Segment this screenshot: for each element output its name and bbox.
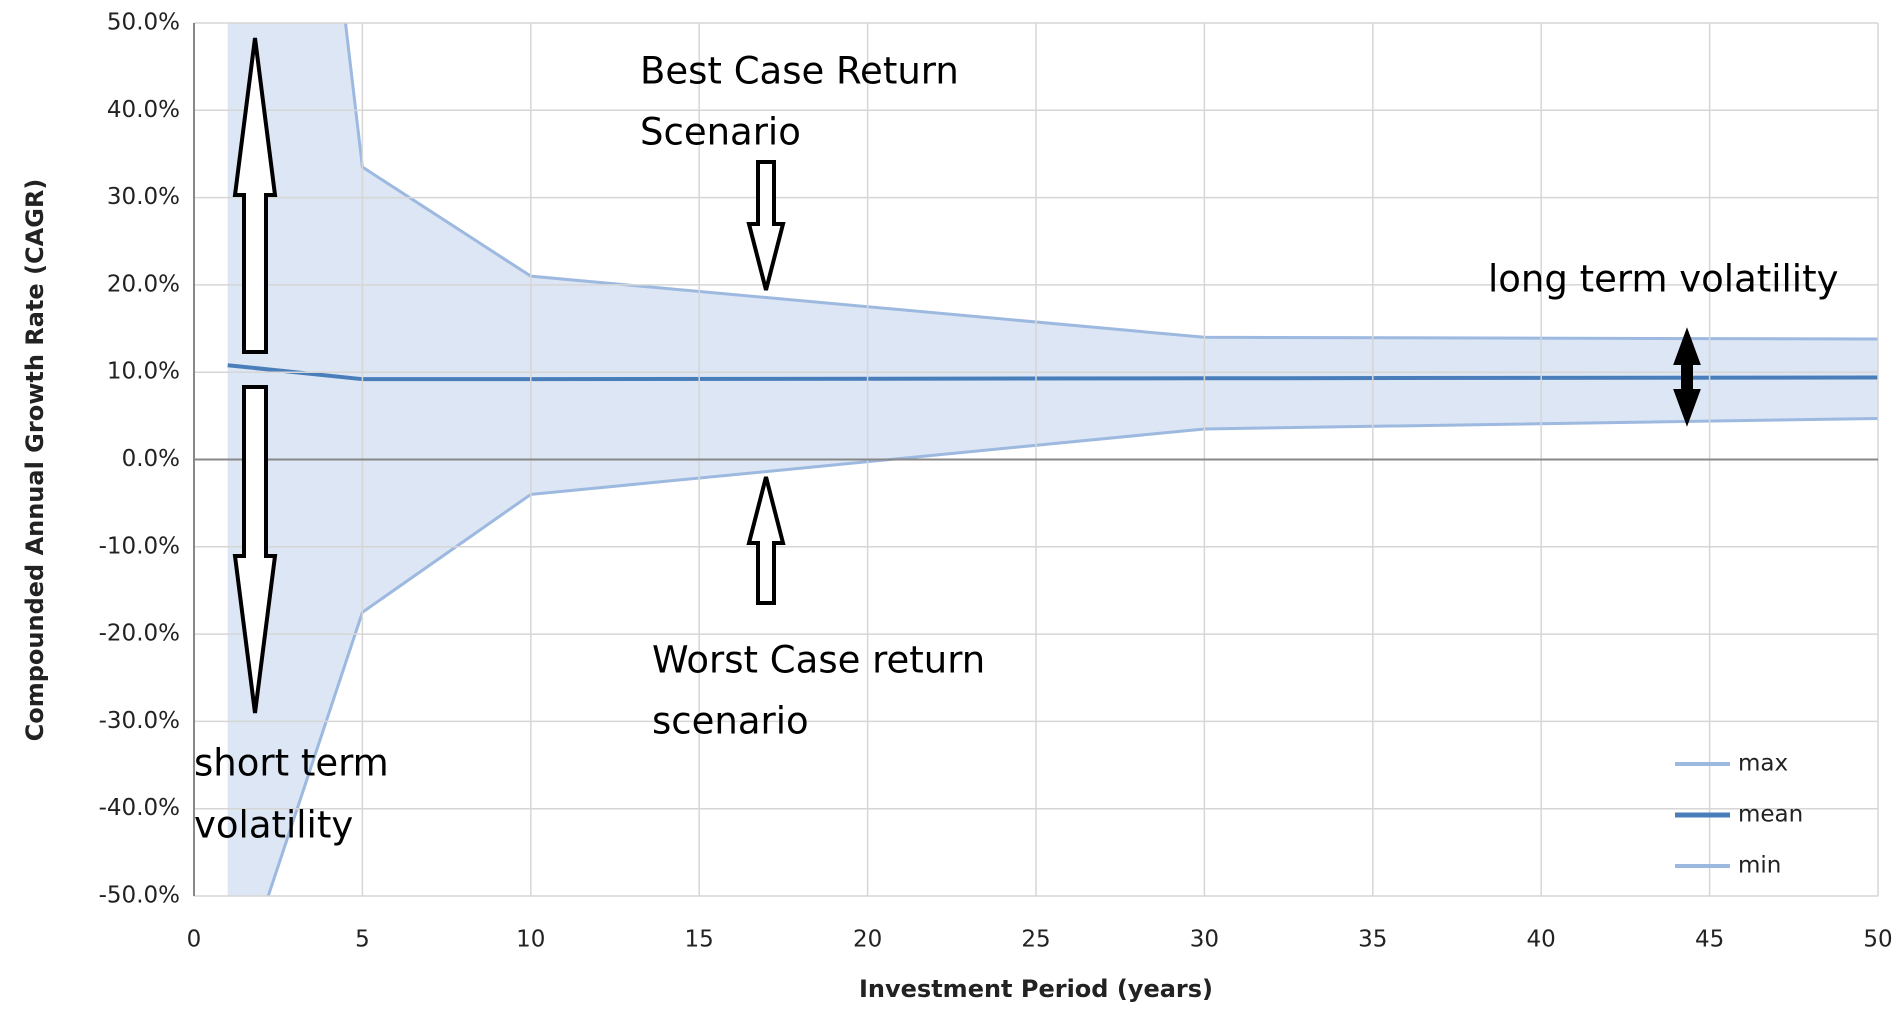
x-tick-label: 25 <box>1021 927 1050 953</box>
legend-label: min <box>1738 853 1781 879</box>
arrow <box>746 160 786 291</box>
y-tick-label: -10.0% <box>99 533 180 559</box>
x-tick-label: 30 <box>1190 927 1219 953</box>
x-tick-label: 0 <box>187 927 202 953</box>
x-tick-label: 10 <box>516 927 545 953</box>
y-tick-label: 10.0% <box>107 359 180 385</box>
y-tick-label: 0.0% <box>122 446 180 472</box>
arrow <box>1673 327 1701 379</box>
arrow <box>1673 375 1701 427</box>
range-band <box>227 23 1878 896</box>
x-tick-label: 15 <box>685 927 714 953</box>
x-tick-label: 45 <box>1695 927 1724 953</box>
y-tick-label: -40.0% <box>99 795 180 821</box>
annotation: scenario <box>652 700 809 743</box>
plot-area <box>227 23 1878 896</box>
y-tick-label: -20.0% <box>99 621 180 647</box>
y-tick-label: 30.0% <box>107 184 180 210</box>
arrow <box>746 476 786 605</box>
legend-label: max <box>1738 751 1788 777</box>
annotation: volatility <box>194 804 353 847</box>
x-tick-label: 35 <box>1358 927 1387 953</box>
x-tick-label: 5 <box>355 927 370 953</box>
annotation: Best Case Return <box>640 50 959 93</box>
x-axis-title: Investment Period (years) <box>859 975 1213 1003</box>
legend-label: mean <box>1738 802 1803 828</box>
x-tick-label: 50 <box>1863 927 1892 953</box>
y-tick-label: -50.0% <box>99 883 180 909</box>
x-tick-label: 20 <box>853 927 882 953</box>
annotation: Worst Case return <box>652 639 985 682</box>
y-tick-label: 20.0% <box>107 271 180 297</box>
annotation: long term volatility <box>1488 258 1839 301</box>
x-tick-label: 40 <box>1527 927 1556 953</box>
y-tick-label: 50.0% <box>107 10 180 36</box>
annotation: short term <box>194 742 389 785</box>
arrow <box>232 385 278 714</box>
y-tick-label: 40.0% <box>107 97 180 123</box>
annotation: Scenario <box>640 111 801 154</box>
arrow <box>232 37 278 354</box>
y-tick-label: -30.0% <box>99 708 180 734</box>
y-axis-title: Compounded Annual Growth Rate (CAGR) <box>21 179 49 742</box>
